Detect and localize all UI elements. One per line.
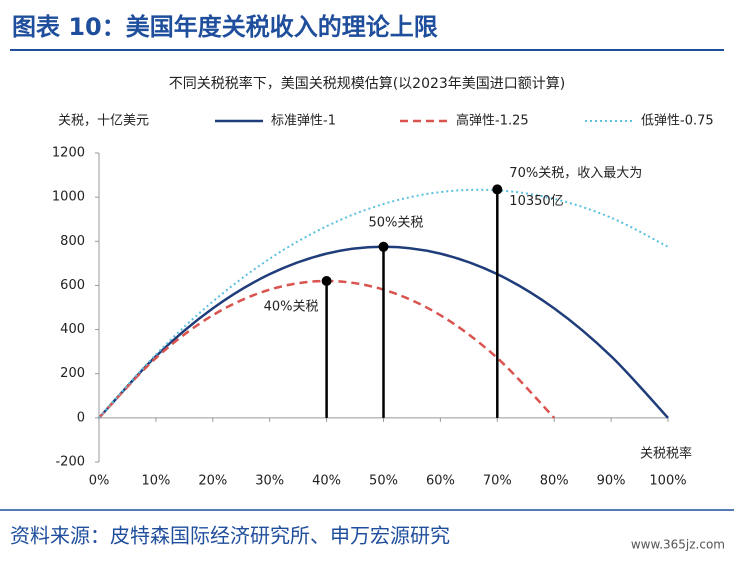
x-tick-label: 60% (426, 474, 455, 489)
x-tick-label: 10% (141, 474, 170, 489)
marker-dot (492, 184, 503, 195)
y-tick-label: 400 (60, 322, 85, 337)
marker-label: 50%关税 (369, 215, 424, 230)
source: 资料来源：皮特森国际经济研究所、申万宏源研究 (10, 524, 450, 548)
series-line (98, 188, 669, 419)
y-tick-label: -200 (55, 455, 85, 470)
marker-label: 10350亿 (509, 194, 563, 209)
y-tick-label: 600 (60, 278, 85, 293)
marker-label: 40%关税 (264, 300, 319, 315)
chart-title: 不同关税税率下，美国关税规模估算(以2023年美国进口额计算) (169, 75, 566, 92)
x-tick-label: 50% (369, 474, 398, 489)
x-tick-label: 30% (255, 474, 284, 489)
y-tick-label: 800 (60, 234, 85, 249)
marker-dot (378, 241, 389, 252)
x-tick-label: 80% (540, 474, 569, 489)
watermark: www.365jz.com (631, 538, 725, 552)
x-tick-label: 70% (483, 474, 512, 489)
x-tick-label: 0% (89, 474, 110, 489)
x-tick-label: 20% (198, 474, 227, 489)
y-tick-label: 0 (77, 410, 85, 425)
y-tick-label: 1000 (52, 190, 85, 205)
x-axis-label: 关税税率 (640, 446, 692, 462)
x-tick-label: 90% (597, 474, 626, 489)
y-tick-label: 200 (60, 366, 85, 381)
legend-label: 高弹性-1.25 (456, 113, 529, 129)
legend-label: 标准弹性-1 (271, 114, 336, 129)
header-title: 图表 10：美国年度关税收入的理论上限 (12, 13, 438, 41)
y-axis-label: 关税，十亿美元 (58, 114, 149, 129)
x-tick-label: 100% (649, 474, 686, 489)
marker-label: 70%关税，收入最大为 (509, 166, 642, 181)
legend-label: 低弹性-0.75 (641, 114, 714, 129)
marker-dot (321, 276, 332, 287)
y-tick-label: 1200 (52, 146, 85, 161)
x-tick-label: 40% (312, 474, 341, 489)
